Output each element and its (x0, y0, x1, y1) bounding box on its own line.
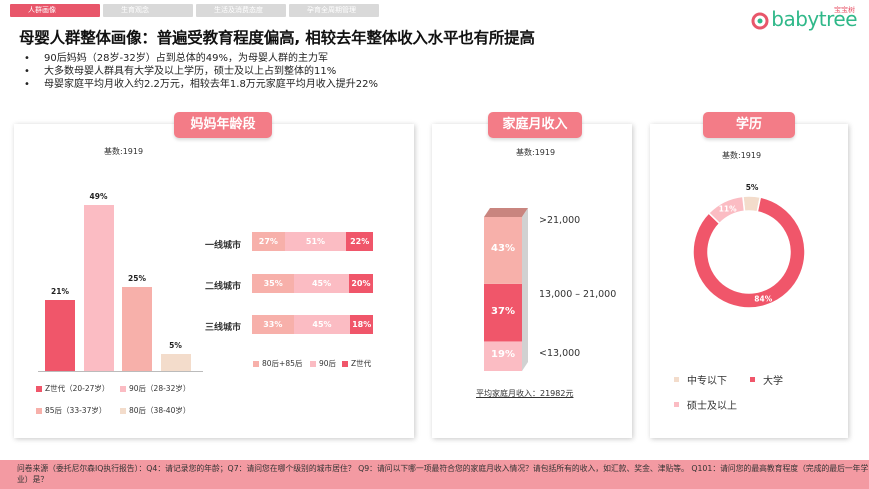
income-bar-top (484, 208, 528, 217)
legend-label: 85后（33-37岁） (45, 406, 107, 415)
income-bar-side (522, 208, 528, 371)
age-bar (45, 300, 75, 371)
legend-label: 90后 (319, 359, 337, 368)
legend-swatch (253, 360, 259, 367)
city-label: 二线城市 (204, 282, 241, 292)
legend-80: 80后（38-40岁） (120, 405, 190, 416)
mom-age-base: 基数:1919 (104, 147, 144, 156)
legend-label: 80后（38-40岁） (129, 406, 191, 415)
donut-slice-label: 11% (719, 204, 737, 213)
education-base: 基数:1919 (722, 151, 762, 160)
legend-swatch (120, 407, 126, 414)
income-range-label: <13,000 (539, 348, 581, 359)
city-segment: 18% (350, 315, 373, 334)
income-range-label: 13,000 – 21,000 (539, 289, 617, 300)
education-title: 学历 (703, 112, 795, 138)
income-range-label: >21,000 (539, 215, 581, 226)
logo-cn-text: 宝宝树 (834, 6, 855, 14)
city-label: 一线城市 (204, 241, 241, 251)
bullet-item: 90后妈妈（28岁-32岁）占到总体的49%，为母婴人群的主力军 (24, 52, 378, 65)
income-title: 家庭月收入 (488, 112, 582, 138)
legend-85: 85后（33-37岁） (36, 405, 106, 416)
income-average: 平均家庭月收入：21982元 (476, 389, 574, 398)
logo-text: babytree (771, 7, 857, 31)
legend-90: 90后（28-32岁） (120, 383, 190, 394)
source-footer: 问卷来源（委托尼尔森IQ执行报告）：Q4：请记录您的年龄；Q7：请问您在哪个级别… (0, 460, 869, 489)
income-3d-bar (484, 208, 528, 371)
bullet-item: 大多数母婴人群具有大学及以上学历，硕士及以上占到整体的11% (24, 65, 378, 78)
legend-label: 80后+85后 (262, 359, 303, 368)
income-segment (484, 341, 522, 371)
page-title: 母婴人群整体画像：普遍受教育程度偏高, 相较去年整体收入水平也有所提高 (19, 29, 535, 47)
income-segment-label: 37% (491, 305, 515, 317)
age-bar-label: 25% (128, 273, 146, 283)
city-legend-80-85: 80后+85后 (253, 358, 302, 369)
age-bar-label: 5% (169, 341, 182, 351)
education-panel: 学历 基数:1919 5% 84% 11% 中专以下 大学 硕士及以上 (650, 112, 848, 438)
income-segment (484, 283, 522, 342)
legend-label: Z世代 (351, 359, 372, 368)
income-segment-label: 19% (491, 349, 515, 361)
legend-swatch (310, 360, 316, 367)
city-segment: 51% (284, 232, 347, 251)
age-bar-label: 49% (89, 192, 108, 202)
edu-legend-secondary: 中专以下 (674, 372, 727, 387)
tab-crowd-portrait[interactable]: 人群画像 (10, 4, 100, 17)
edu-legend-master: 硕士及以上 (674, 397, 737, 412)
age-bar (83, 205, 114, 371)
top-tabs: 人群画像 生育观念 生活及消费态度 孕育全周期管理 (10, 4, 379, 17)
donut-slice (707, 195, 746, 225)
age-axis-line (38, 371, 203, 372)
city-legend-90: 90后 (310, 358, 336, 369)
legend-swatch (36, 407, 42, 414)
legend-label: 硕士及以上 (687, 401, 737, 412)
legend-label: 大学 (763, 376, 783, 387)
edu-legend-university: 大学 (750, 372, 783, 387)
logo-flower-icon (751, 12, 769, 30)
city-segment: 22% (346, 232, 373, 251)
income-base: 基数:1919 (516, 148, 556, 157)
mom-age-title: 妈妈年龄段 (174, 112, 272, 138)
age-bar-label: 21% (51, 287, 69, 297)
city-segment: 35% (252, 274, 295, 293)
legend-swatch (36, 385, 42, 392)
legend-swatch (674, 402, 679, 407)
legend-swatch (120, 385, 126, 392)
age-bar (160, 354, 191, 371)
tab-life-consumption[interactable]: 生活及消费态度 (196, 4, 286, 17)
tab-birth-concept[interactable]: 生育观念 (103, 4, 193, 17)
income-segment (484, 217, 522, 284)
city-segment: 20% (348, 274, 373, 293)
donut-slice-label: 84% (754, 294, 772, 303)
income-panel: 家庭月收入 基数:1919 19% 37% 43% >21,000 13,000 –… (432, 112, 632, 438)
age-bar (122, 286, 152, 371)
bullet-item: 母婴家庭平均月收入约2.2万元，相较去年1.8万元家庭平均月收入提升22% (24, 78, 378, 91)
legend-z: Z世代（20-27岁） (36, 383, 109, 394)
city-segment: 27% (252, 232, 285, 251)
tab-pregnancy-cycle[interactable]: 孕育全周期管理 (289, 4, 379, 17)
legend-label: 90后（28-32岁） (129, 384, 191, 393)
city-segment: 45% (294, 274, 349, 293)
mom-age-panel: 妈妈年龄段 基数:1919 21% 49% 25% 5% Z世代（20-27岁） 90… (14, 112, 414, 438)
babytree-logo: 宝宝树 babytree (750, 5, 857, 31)
legend-swatch (674, 377, 679, 382)
city-label: 三线城市 (204, 323, 241, 333)
summary-bullets: 90后妈妈（28岁-32岁）占到总体的49%，为母婴人群的主力军 大多数母婴人群… (24, 52, 378, 91)
city-segment: 33% (252, 315, 294, 334)
legend-label: 中专以下 (687, 376, 727, 387)
education-donut: 5% 84% 11% (692, 184, 806, 309)
donut-slice (692, 196, 806, 309)
income-segments (484, 217, 522, 371)
city-segment: 45% (293, 315, 351, 334)
donut-slice-label: 5% (746, 184, 759, 192)
income-segment-label: 43% (491, 243, 515, 255)
legend-swatch (750, 377, 755, 382)
legend-label: Z世代（20-27岁） (45, 384, 110, 393)
legend-swatch (342, 360, 348, 367)
city-legend-z: Z世代 (342, 358, 371, 369)
